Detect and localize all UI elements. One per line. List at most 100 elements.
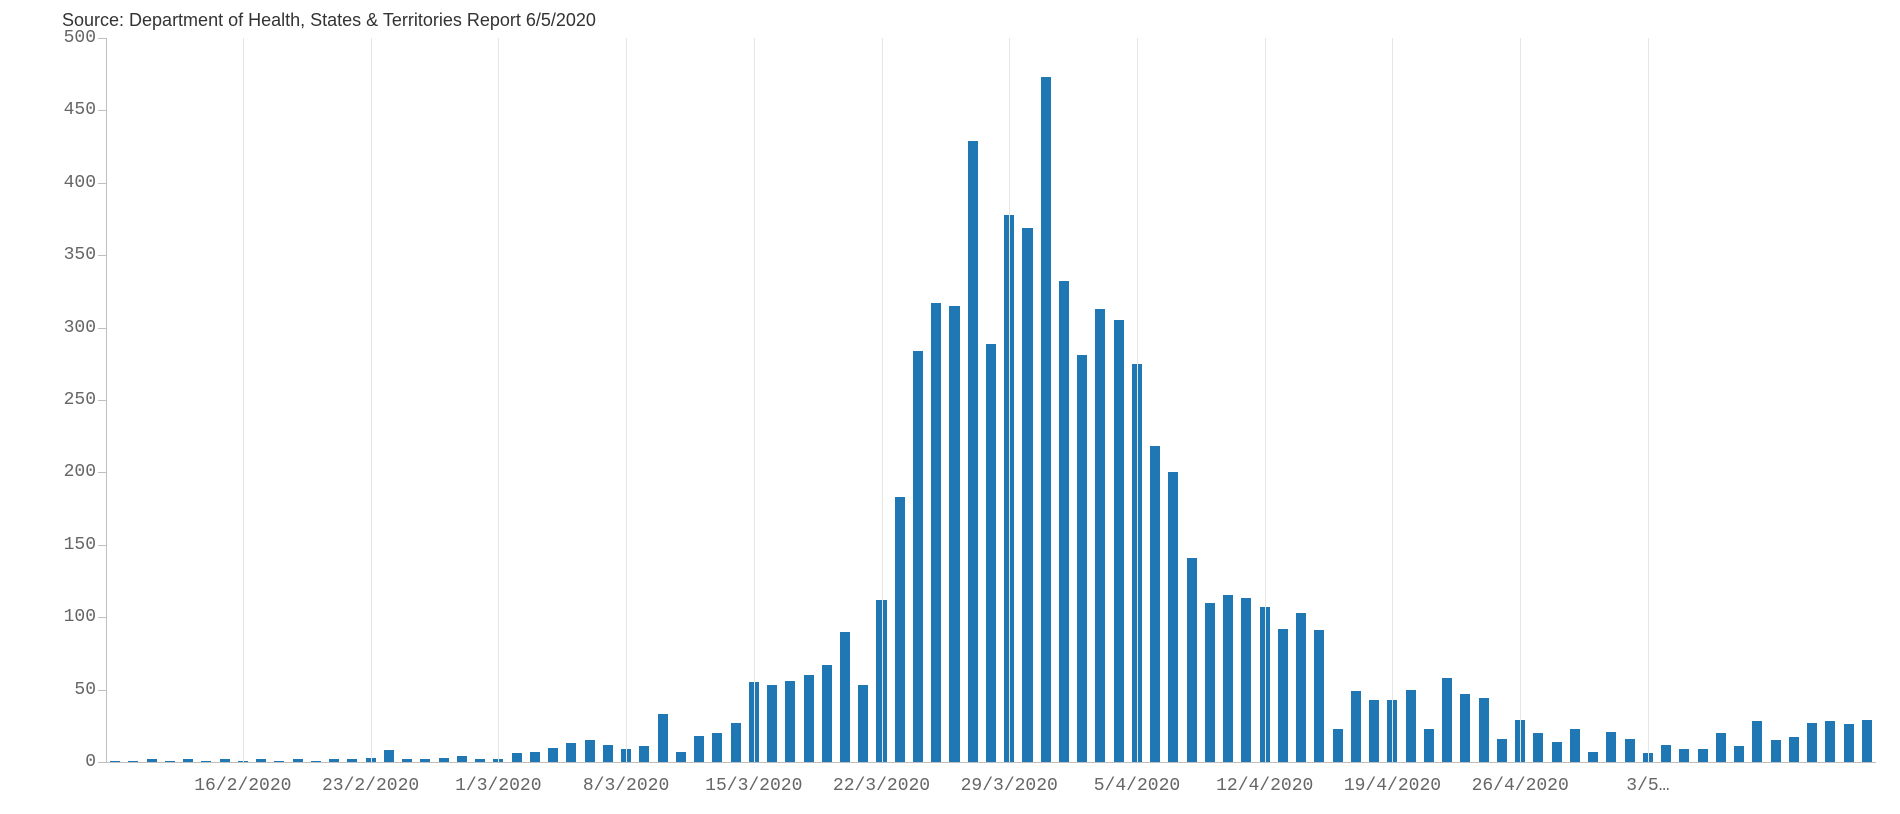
bar [1041, 77, 1051, 762]
bar [731, 723, 741, 762]
bar [1059, 281, 1069, 762]
x-tick-label: 22/3/2020 [833, 762, 930, 796]
x-gridline [754, 38, 755, 762]
y-tick-mark [98, 690, 106, 691]
x-gridline [882, 38, 883, 762]
bar [1807, 723, 1817, 762]
bar [676, 752, 686, 762]
bar [1150, 446, 1160, 762]
bar [1314, 630, 1324, 762]
y-axis-line [106, 38, 107, 762]
bar [1479, 698, 1489, 762]
bar [840, 632, 850, 762]
bar [858, 685, 868, 762]
bar [566, 743, 576, 762]
bar [1223, 595, 1233, 762]
x-gridline [243, 38, 244, 762]
bar [1752, 721, 1762, 762]
x-tick-label: 15/3/2020 [705, 762, 802, 796]
y-tick-mark [98, 328, 106, 329]
bar [895, 497, 905, 762]
y-tick-mark [98, 472, 106, 473]
bar [530, 752, 540, 762]
bar [585, 740, 595, 762]
x-gridline [1392, 38, 1393, 762]
bar [548, 748, 558, 762]
bar [712, 733, 722, 762]
bar [1296, 613, 1306, 762]
y-tick-mark [98, 110, 106, 111]
bar [986, 344, 996, 762]
bar [639, 746, 649, 762]
bar [1716, 733, 1726, 762]
x-gridline [1265, 38, 1266, 762]
bar [1533, 733, 1543, 762]
bar [1552, 742, 1562, 762]
source-text: Source: Department of Health, States & T… [62, 10, 596, 31]
bar [1570, 729, 1580, 762]
bar [1606, 732, 1616, 762]
bar [603, 745, 613, 762]
y-tick-mark [98, 400, 106, 401]
chart-container: Source: Department of Health, States & T… [0, 0, 1900, 814]
bar [785, 681, 795, 762]
bar [931, 303, 941, 762]
plot-area: 05010015020025030035040045050016/2/20202… [106, 38, 1876, 762]
bar [1168, 472, 1178, 762]
x-tick-label: 1/3/2020 [455, 762, 541, 796]
x-tick-label: 5/4/2020 [1094, 762, 1180, 796]
bar [1862, 720, 1872, 762]
bar [822, 665, 832, 762]
x-tick-label: 3/5… [1626, 762, 1669, 796]
bar [694, 736, 704, 762]
x-gridline [1520, 38, 1521, 762]
y-tick-mark [98, 255, 106, 256]
x-tick-label: 23/2/2020 [322, 762, 419, 796]
y-tick-mark [98, 38, 106, 39]
bar [1460, 694, 1470, 762]
bar [968, 141, 978, 762]
bar [658, 714, 668, 762]
bar [1661, 745, 1671, 762]
x-gridline [498, 38, 499, 762]
bar [1734, 746, 1744, 762]
bar [1205, 603, 1215, 762]
y-tick-mark [98, 545, 106, 546]
bar [1698, 749, 1708, 762]
bar [913, 351, 923, 762]
bar [1278, 629, 1288, 762]
x-tick-label: 19/4/2020 [1344, 762, 1441, 796]
bar [1406, 690, 1416, 762]
bar [1588, 752, 1598, 762]
y-tick-mark [98, 617, 106, 618]
bar [1625, 739, 1635, 762]
bar [1825, 721, 1835, 762]
x-tick-label: 16/2/2020 [194, 762, 291, 796]
x-tick-label: 29/3/2020 [961, 762, 1058, 796]
x-tick-label: 12/4/2020 [1216, 762, 1313, 796]
bar [1679, 749, 1689, 762]
bar [1369, 700, 1379, 762]
bar [1442, 678, 1452, 762]
bar [1187, 558, 1197, 762]
bar [767, 685, 777, 762]
bar [384, 750, 394, 762]
bar [1351, 691, 1361, 762]
x-gridline [1648, 38, 1649, 762]
bar [1077, 355, 1087, 762]
bar [1095, 309, 1105, 762]
x-gridline [371, 38, 372, 762]
bar [1022, 228, 1032, 762]
bar [1844, 724, 1854, 762]
x-tick-label: 8/3/2020 [583, 762, 669, 796]
x-gridline [1137, 38, 1138, 762]
bar [1241, 598, 1251, 762]
bar [804, 675, 814, 762]
y-tick-mark [98, 762, 106, 763]
bar [1789, 737, 1799, 762]
x-gridline [1009, 38, 1010, 762]
bar [1424, 729, 1434, 762]
bar [512, 753, 522, 762]
y-tick-mark [98, 183, 106, 184]
bar [1771, 740, 1781, 762]
